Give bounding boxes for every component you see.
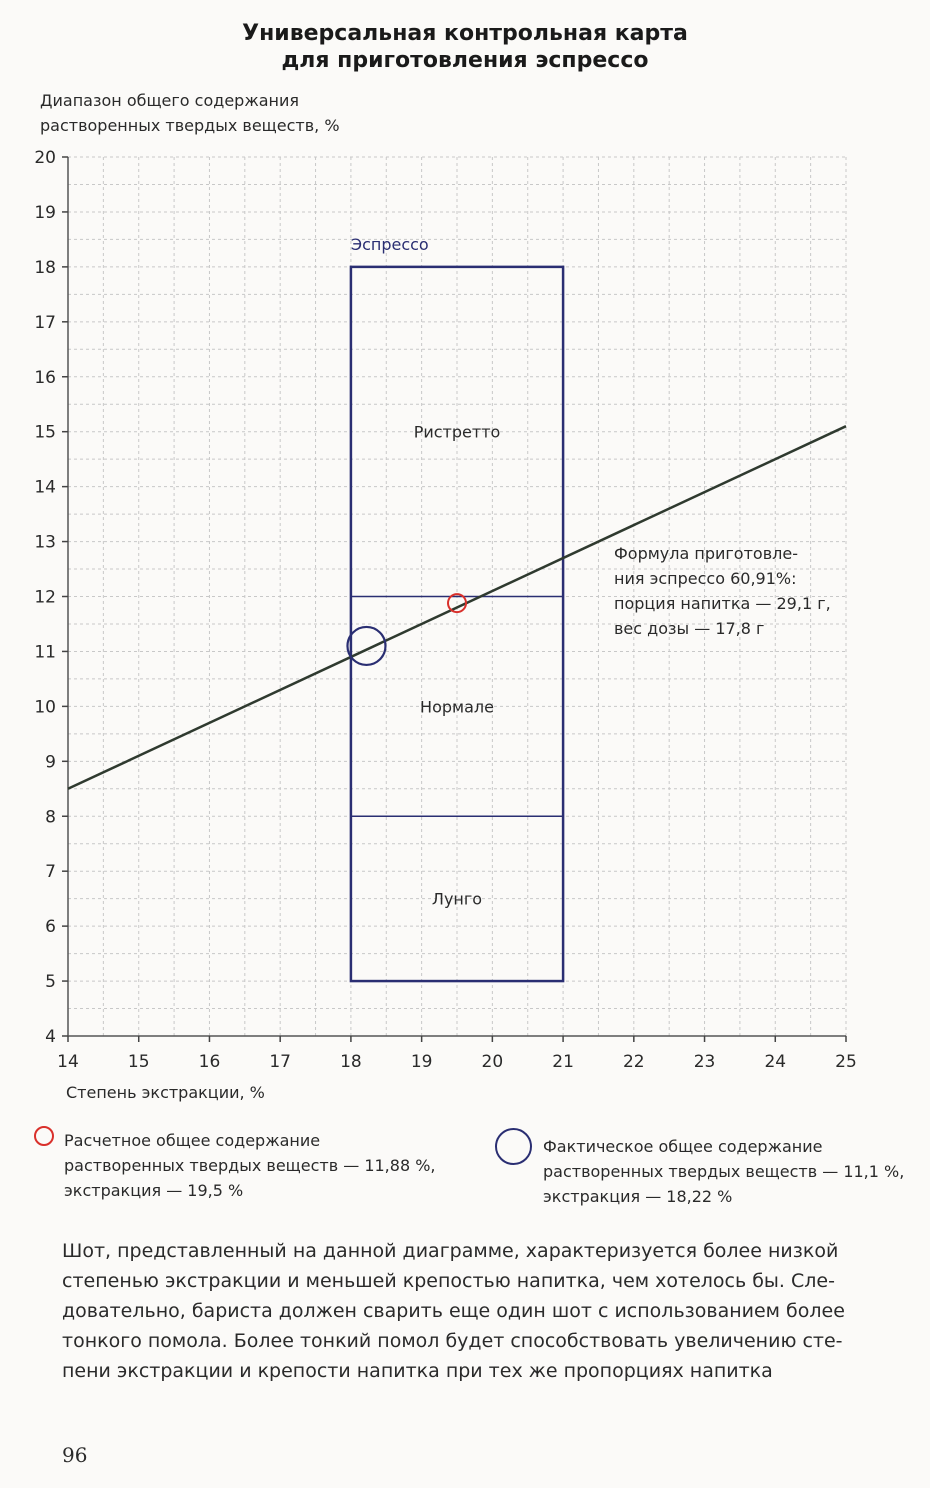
brew-formula-annotation: ния эспрессо 60,91%: <box>614 569 796 588</box>
brew-ratio-line <box>67 425 847 790</box>
x-tick-label: 24 <box>764 1052 786 1072</box>
y-tick-label: 17 <box>34 313 56 333</box>
legend-calculated-line-2: растворенных твердых веществ — 11,88 %, <box>64 1156 436 1175</box>
body-line-5: пени экстракции и крепости напитка при т… <box>62 1360 773 1382</box>
brew-formula-annotation: вес дозы — 17,8 г <box>614 619 764 638</box>
y-tick-label: 10 <box>34 697 56 717</box>
body-line-2: степенью экстракции и меньшей крепостью … <box>62 1270 835 1292</box>
legend-calculated-line-3: экстракция — 19,5 % <box>64 1181 244 1200</box>
y-axis-title: Диапазон общего содержания растворенных … <box>40 88 340 138</box>
espresso-zone <box>349 265 565 983</box>
legend-actual-marker <box>495 1128 532 1165</box>
actual-point <box>346 625 387 667</box>
y-tick-label: 15 <box>34 423 56 443</box>
body-paragraph: Шот, представленный на данной диаграмме,… <box>62 1236 882 1386</box>
y-tick-label: 20 <box>34 148 56 168</box>
y-tick-label: 11 <box>34 642 56 662</box>
x-tick-label: 17 <box>269 1052 291 1072</box>
x-tick-label: 21 <box>552 1052 574 1072</box>
legend-calculated: Расчетное общее содержание растворенных … <box>64 1128 436 1203</box>
y-tick-label: 7 <box>45 862 56 882</box>
y-axis-title-line-1: Диапазон общего содержания <box>40 91 300 110</box>
y-tick-label: 4 <box>45 1027 56 1047</box>
region-label: Лунго <box>432 890 482 909</box>
legend-actual-line-2: растворенных твердых веществ — 11,1 %, <box>543 1162 905 1181</box>
x-tick-label: 22 <box>623 1052 645 1072</box>
y-tick-label: 6 <box>45 917 56 937</box>
y-axis-title-line-2: растворенных твердых веществ, % <box>40 116 340 135</box>
legend-calculated-line-1: Расчетное общее содержание <box>64 1131 321 1150</box>
brew-formula-annotation: порция напитка — 29,1 г, <box>614 594 831 613</box>
y-tick-label: 12 <box>34 588 56 608</box>
page-title: Универсальная контрольная карта для приг… <box>0 20 930 74</box>
legend-actual-line-3: экстракция — 18,22 % <box>543 1187 733 1206</box>
y-tick-label: 18 <box>34 258 56 278</box>
legend-actual: Фактическое общее содержание растворенны… <box>543 1134 904 1209</box>
x-tick-label: 19 <box>411 1052 433 1072</box>
y-tick-label: 19 <box>34 203 56 223</box>
region-label: Нормале <box>420 697 494 716</box>
x-tick-label: 16 <box>199 1052 221 1072</box>
body-line-1: Шот, представленный на данной диаграмме,… <box>62 1240 839 1262</box>
legend-actual-line-1: Фактическое общее содержание <box>543 1137 823 1156</box>
x-axis-title: Степень экстракции, % <box>66 1083 265 1102</box>
x-tick-label: 18 <box>340 1052 362 1072</box>
y-tick-label: 13 <box>34 533 56 553</box>
y-tick-label: 8 <box>45 807 56 827</box>
calculated-point <box>447 593 467 614</box>
region-label: Ристретто <box>414 423 501 442</box>
page-number: 96 <box>62 1443 88 1467</box>
y-tick-label: 16 <box>34 368 56 388</box>
x-tick-label: 20 <box>482 1052 504 1072</box>
body-line-3: довательно, бариста должен сварить еще о… <box>62 1300 845 1322</box>
control-chart: 4 5 6 7 8 9 10 11 12 13 14 15 16 17 18 19 20 14 15 16 17 18 19… <box>34 148 857 1072</box>
y-tick-label: 14 <box>34 478 56 498</box>
espresso-zone-label: Эспрессо <box>351 235 429 254</box>
title-line-1: Универсальная контрольная карта <box>242 21 688 46</box>
y-tick-label: 9 <box>45 752 56 772</box>
body-line-4: тонкого помола. Более тонкий помол будет… <box>62 1330 843 1352</box>
x-tick-label: 25 <box>835 1052 857 1072</box>
legend-calculated-marker <box>34 1126 54 1146</box>
x-tick-label: 14 <box>57 1052 79 1072</box>
x-tick-label: 23 <box>694 1052 716 1072</box>
y-tick-label: 5 <box>45 972 56 992</box>
title-line-2: для приготовления эспрессо <box>281 48 649 73</box>
x-tick-label: 15 <box>128 1052 150 1072</box>
brew-formula-annotation: Формула приготовле- <box>614 544 798 563</box>
